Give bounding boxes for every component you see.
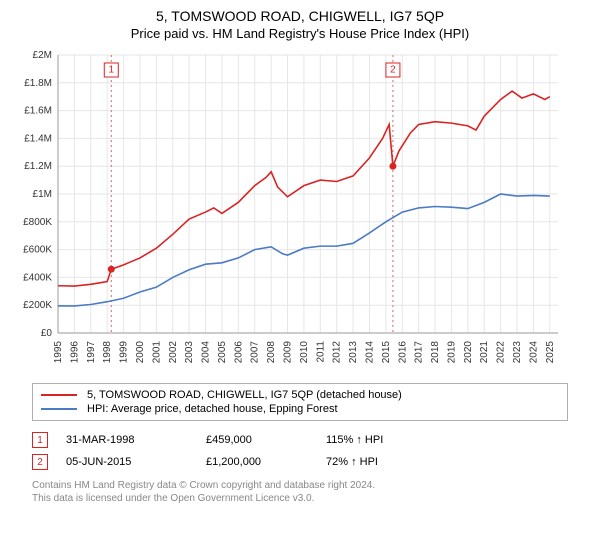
- svg-text:2019: 2019: [446, 341, 457, 364]
- legend-label: HPI: Average price, detached house, Eppi…: [87, 403, 338, 415]
- svg-text:2008: 2008: [266, 341, 277, 364]
- svg-text:2006: 2006: [233, 341, 244, 364]
- event-row: 1 31-MAR-1998£459,000115% ↑ HPI: [32, 429, 568, 451]
- legend-swatch: [41, 394, 77, 396]
- price-chart: £0 £200K £400K £600K £800K £1M £1.2M £1.4M £1.6M…: [10, 47, 570, 377]
- svg-text:2000: 2000: [135, 341, 146, 364]
- legend: 5, TOMSWOOD ROAD, CHIGWELL, IG7 5QP (det…: [32, 383, 568, 421]
- legend-label: 5, TOMSWOOD ROAD, CHIGWELL, IG7 5QP (det…: [87, 389, 402, 401]
- svg-text:1999: 1999: [119, 341, 130, 364]
- svg-text:2016: 2016: [397, 341, 408, 364]
- svg-text:2009: 2009: [283, 341, 294, 364]
- event-badge: 1: [32, 432, 48, 448]
- footnote-line: Contains HM Land Registry data © Crown c…: [32, 479, 568, 492]
- event-price: £1,200,000: [206, 456, 326, 468]
- svg-text:£1.4M: £1.4M: [24, 133, 52, 144]
- svg-text:£200K: £200K: [23, 300, 52, 311]
- event-badge: 2: [32, 454, 48, 470]
- event-marker: [389, 163, 396, 170]
- page-title: 5, TOMSWOOD ROAD, CHIGWELL, IG7 5QP: [10, 8, 590, 24]
- svg-text:2025: 2025: [545, 341, 556, 364]
- event-marker: [108, 266, 115, 273]
- legend-item: 5, TOMSWOOD ROAD, CHIGWELL, IG7 5QP (det…: [41, 388, 559, 402]
- svg-text:2010: 2010: [299, 341, 310, 364]
- svg-text:1996: 1996: [69, 341, 80, 364]
- event-price: £459,000: [206, 434, 326, 446]
- svg-text:2024: 2024: [528, 341, 539, 364]
- svg-text:£1.2M: £1.2M: [24, 161, 52, 172]
- svg-text:£400K: £400K: [23, 272, 52, 283]
- svg-text:2015: 2015: [381, 341, 392, 364]
- chart-container: £0 £200K £400K £600K £800K £1M £1.2M £1.4M £1.6M…: [10, 47, 590, 377]
- svg-text:£2M: £2M: [33, 50, 52, 61]
- svg-text:1997: 1997: [86, 341, 97, 364]
- svg-text:£600K: £600K: [23, 245, 52, 256]
- svg-text:2023: 2023: [512, 341, 523, 364]
- svg-text:2002: 2002: [168, 341, 179, 364]
- svg-text:2003: 2003: [184, 341, 195, 364]
- svg-text:£1.6M: £1.6M: [24, 106, 52, 117]
- footnote-line: This data is licensed under the Open Gov…: [32, 492, 568, 505]
- svg-text:2001: 2001: [151, 341, 162, 364]
- legend-swatch: [41, 408, 77, 410]
- svg-text:2018: 2018: [430, 341, 441, 364]
- svg-text:2004: 2004: [201, 341, 212, 364]
- svg-text:1: 1: [108, 65, 114, 76]
- event-badge: 1: [104, 63, 118, 77]
- svg-text:2021: 2021: [479, 341, 490, 364]
- svg-text:2005: 2005: [217, 341, 228, 364]
- event-row: 2 05-JUN-2015£1,200,00072% ↑ HPI: [32, 451, 568, 473]
- svg-text:2012: 2012: [332, 341, 343, 364]
- footnote: Contains HM Land Registry data © Crown c…: [32, 479, 568, 505]
- legend-item: HPI: Average price, detached house, Eppi…: [41, 402, 559, 416]
- svg-text:2020: 2020: [463, 341, 474, 364]
- event-delta: 115% ↑ HPI: [326, 434, 383, 446]
- svg-text:£1.8M: £1.8M: [24, 78, 52, 89]
- svg-text:£0: £0: [41, 328, 53, 339]
- svg-text:2007: 2007: [250, 341, 261, 364]
- svg-text:2022: 2022: [496, 341, 507, 364]
- event-delta: 72% ↑ HPI: [326, 456, 378, 468]
- event-badge: 2: [386, 63, 400, 77]
- svg-text:2013: 2013: [348, 341, 359, 364]
- event-date: 31-MAR-1998: [66, 434, 206, 446]
- svg-text:£1M: £1M: [33, 189, 52, 200]
- svg-text:1995: 1995: [53, 341, 64, 364]
- event-table: 1 31-MAR-1998£459,000115% ↑ HPI 2 05-JUN-20…: [32, 429, 568, 473]
- page-subtitle: Price paid vs. HM Land Registry's House …: [10, 26, 590, 41]
- event-date: 05-JUN-2015: [66, 456, 206, 468]
- svg-text:2: 2: [390, 65, 396, 76]
- svg-text:1998: 1998: [102, 341, 113, 364]
- svg-text:£800K: £800K: [23, 217, 52, 228]
- svg-text:2017: 2017: [414, 341, 425, 364]
- svg-text:2011: 2011: [315, 341, 326, 363]
- svg-text:2014: 2014: [364, 341, 375, 364]
